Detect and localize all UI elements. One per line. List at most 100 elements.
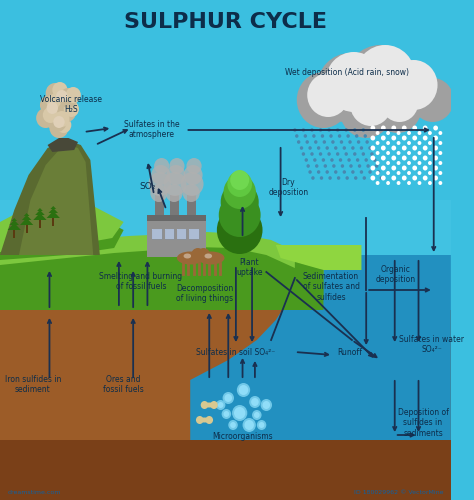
Circle shape [302,128,305,132]
Circle shape [428,131,432,135]
Text: Runoff: Runoff [337,348,363,357]
Circle shape [319,152,322,156]
Circle shape [216,400,226,410]
Text: Decomposition
of living things: Decomposition of living things [176,284,233,304]
Circle shape [376,151,380,155]
Circle shape [402,156,407,160]
Circle shape [407,151,411,155]
Circle shape [317,170,320,174]
Bar [39,220,41,228]
Polygon shape [0,310,451,465]
Circle shape [252,410,262,420]
Circle shape [317,146,320,150]
Circle shape [353,152,356,156]
Circle shape [197,248,210,262]
Circle shape [165,184,182,202]
Circle shape [428,141,432,145]
Circle shape [295,134,299,138]
Text: Sulfates in soil SO₄²⁻: Sulfates in soil SO₄²⁻ [196,348,275,357]
Circle shape [328,152,331,156]
Circle shape [224,175,256,209]
Circle shape [338,134,341,138]
Bar [155,195,164,215]
Text: dreamstime.com: dreamstime.com [8,490,61,495]
Circle shape [306,140,309,144]
Circle shape [232,405,247,421]
Circle shape [371,176,374,180]
Circle shape [53,116,64,128]
Bar [152,229,162,239]
Circle shape [222,409,231,419]
Circle shape [249,396,261,408]
Circle shape [311,176,315,180]
Circle shape [376,171,380,175]
Circle shape [310,152,314,156]
Circle shape [328,176,332,180]
Polygon shape [46,211,60,218]
Circle shape [332,164,336,168]
Circle shape [261,399,272,411]
Circle shape [43,107,58,123]
Circle shape [371,146,375,150]
Circle shape [366,164,370,168]
Circle shape [297,140,301,144]
Circle shape [374,83,421,133]
Circle shape [49,118,68,138]
Circle shape [428,171,432,175]
Text: SULPHUR CYCLE: SULPHUR CYCLE [124,12,327,32]
Circle shape [331,140,335,144]
Polygon shape [48,208,58,213]
Circle shape [54,111,69,127]
Circle shape [386,181,390,185]
Circle shape [407,171,411,175]
Circle shape [381,136,386,140]
Circle shape [402,166,407,170]
Circle shape [339,82,393,138]
Circle shape [257,420,266,430]
Circle shape [349,164,353,168]
Circle shape [326,170,329,174]
Circle shape [381,166,386,170]
Circle shape [201,401,208,409]
Text: Microorganisms: Microorganisms [212,432,273,441]
Circle shape [357,140,360,144]
Polygon shape [35,210,45,215]
Circle shape [218,402,224,408]
Circle shape [59,88,78,108]
Circle shape [309,170,312,174]
Circle shape [370,152,374,156]
Ellipse shape [204,254,212,258]
Circle shape [376,181,380,185]
Circle shape [346,134,350,138]
Circle shape [428,181,432,185]
Circle shape [407,181,411,185]
Polygon shape [37,208,43,211]
Bar [147,215,206,257]
Circle shape [418,151,421,155]
Bar [164,229,174,239]
Circle shape [397,131,401,135]
Text: SO₂: SO₂ [140,182,156,191]
Circle shape [392,166,396,170]
Circle shape [355,45,416,109]
Circle shape [371,126,375,130]
Circle shape [392,176,396,180]
Circle shape [302,152,305,156]
Bar [189,229,199,239]
Circle shape [182,184,200,202]
Circle shape [418,181,421,185]
Bar [177,229,186,239]
Circle shape [402,126,407,130]
Circle shape [347,158,351,162]
Circle shape [350,82,392,126]
Ellipse shape [203,402,215,407]
Circle shape [433,126,438,130]
Polygon shape [0,205,124,260]
Circle shape [371,176,375,180]
Circle shape [245,420,254,430]
Circle shape [263,401,270,409]
Circle shape [237,383,250,397]
Circle shape [224,411,229,417]
Circle shape [334,146,337,150]
Circle shape [313,158,317,162]
